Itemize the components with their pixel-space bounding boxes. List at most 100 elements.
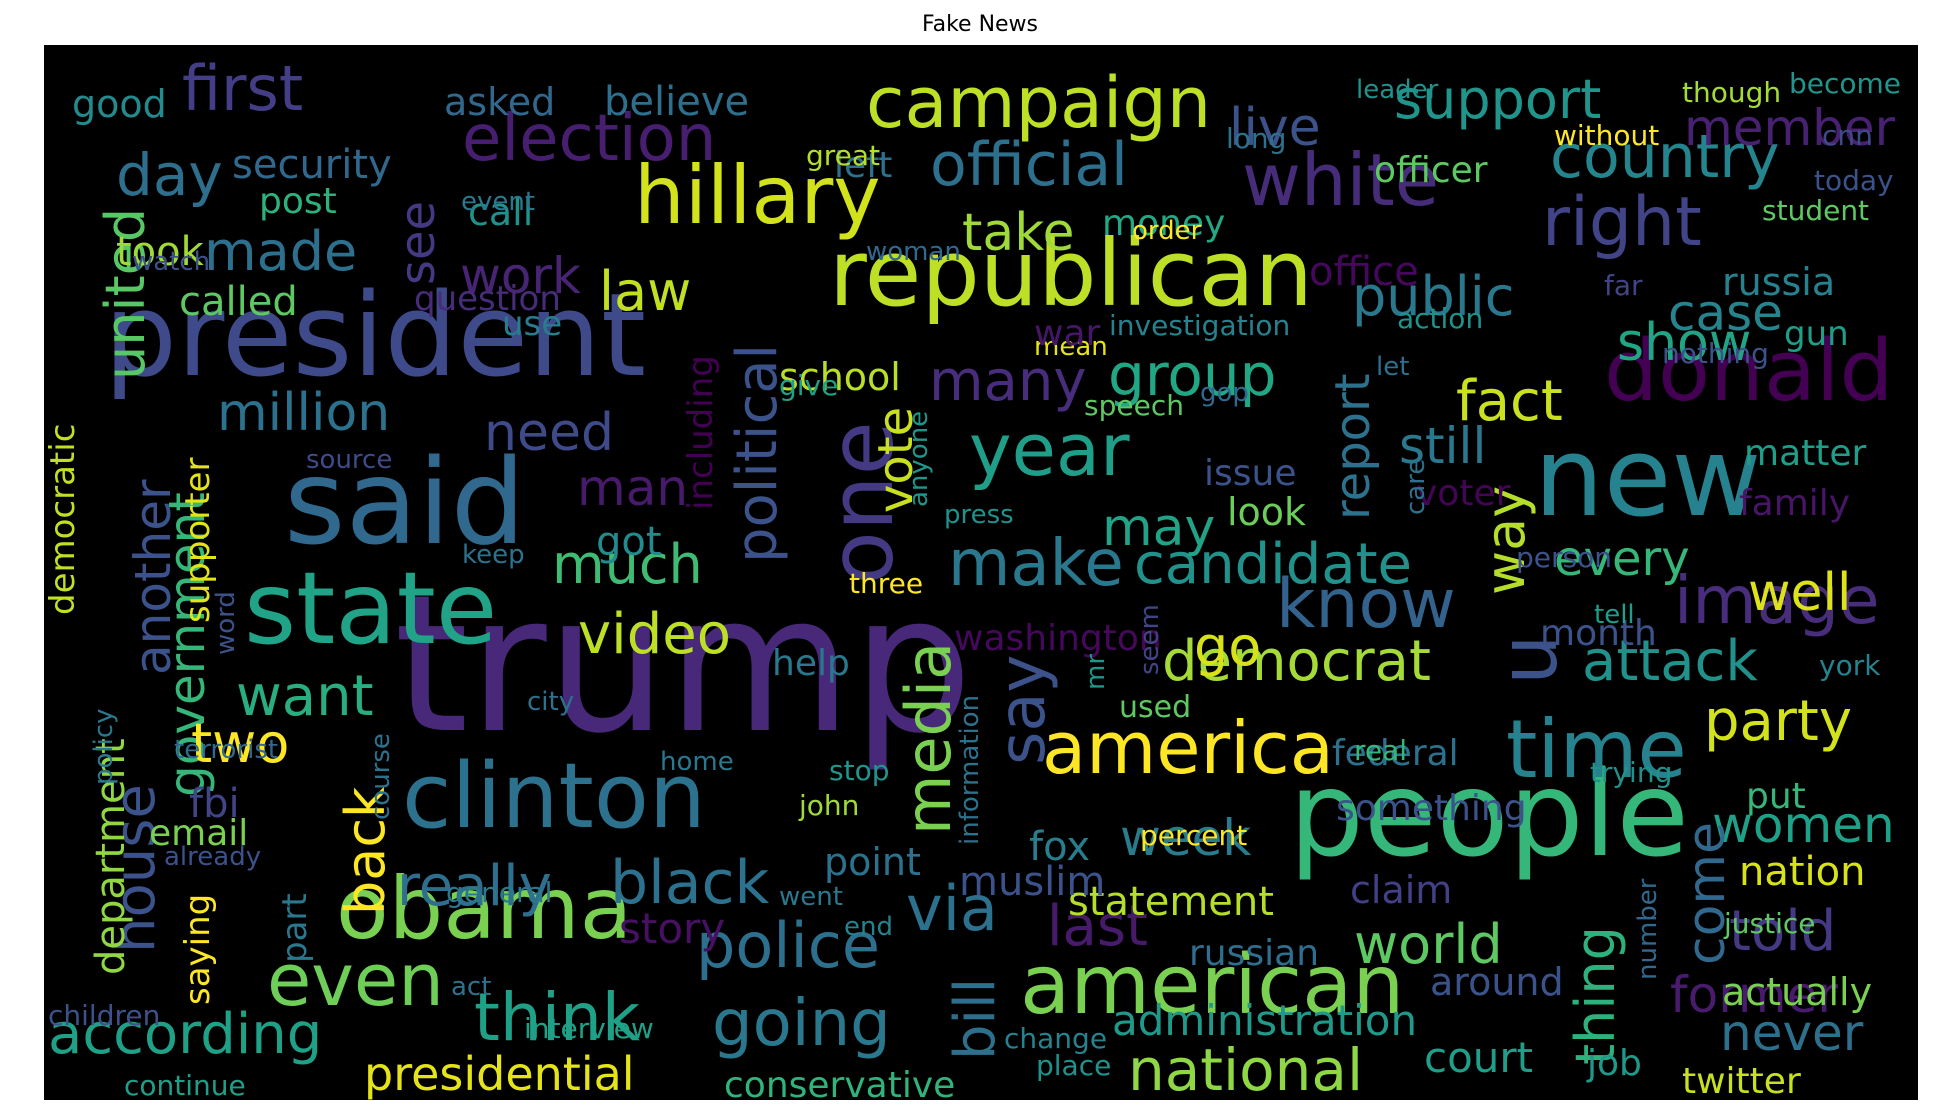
word-women: women	[1712, 796, 1895, 854]
word-first: first	[182, 52, 303, 125]
word-donald: donald	[1604, 322, 1894, 421]
word-many: many	[929, 349, 1087, 414]
word-say: say	[986, 655, 1060, 765]
word-government: government	[158, 492, 216, 797]
word-children: children	[48, 999, 160, 1032]
word-source: source	[306, 445, 392, 475]
word-well: well	[1748, 563, 1851, 623]
word-left: left	[834, 145, 892, 186]
word-former: former	[1670, 966, 1838, 1024]
word-state: state	[244, 550, 497, 667]
word-act: act	[451, 972, 491, 1002]
word-watch: watch	[132, 247, 210, 277]
word-woman: woman	[866, 237, 961, 267]
word-stop: stop	[829, 754, 889, 787]
word-change: change	[1004, 1022, 1107, 1055]
word-need: need	[484, 403, 614, 463]
word-twitter: twitter	[1682, 1061, 1801, 1100]
word-hillary: hillary	[634, 149, 881, 242]
word-voter: voter	[1416, 473, 1511, 514]
word-man: man	[577, 459, 688, 517]
word-party: party	[1704, 689, 1852, 754]
word-gop: gop	[1200, 378, 1249, 408]
word-video: video	[578, 602, 731, 667]
word-police: police	[696, 909, 880, 982]
word-long: long	[1226, 122, 1286, 155]
figure-title: Fake News	[921, 12, 1039, 37]
word-saying: saying	[178, 894, 218, 1005]
word-end: end	[844, 912, 893, 942]
word-official: official	[930, 130, 1128, 200]
word-real: real	[1354, 734, 1407, 767]
word-matter: matter	[1744, 433, 1867, 474]
word-john: john	[798, 789, 859, 822]
word-took: took	[116, 229, 205, 275]
word-terrorist: terrorist	[174, 735, 278, 765]
word-without: without	[1554, 119, 1659, 152]
word-part: part	[275, 893, 315, 963]
word-month: month	[1540, 613, 1657, 654]
word-another: another	[124, 479, 182, 675]
word-vote: vote	[868, 407, 924, 513]
word-said: said	[284, 433, 525, 571]
word-email: email	[149, 813, 248, 854]
word-speech: speech	[1084, 389, 1184, 422]
word-administration: administration	[1112, 996, 1417, 1045]
word-mr: mr	[1081, 654, 1111, 690]
word-million: million	[217, 383, 390, 443]
word-cnn: cnn	[1822, 119, 1873, 152]
word-course: course	[366, 733, 396, 820]
word-officer: officer	[1374, 150, 1488, 191]
word-good: good	[72, 82, 167, 126]
word-every: every	[1554, 531, 1690, 587]
word-already: already	[164, 842, 261, 872]
word-keep: keep	[462, 540, 525, 570]
word-time: time	[1506, 703, 1687, 796]
word-two: two	[191, 712, 289, 775]
word-used: used	[1119, 690, 1191, 725]
word-national: national	[1128, 1036, 1363, 1100]
word-last: last	[1047, 894, 1148, 959]
word-american: american	[1020, 938, 1404, 1033]
word-job: job	[1586, 1043, 1642, 1084]
word-including: including	[681, 355, 721, 510]
word-claim: claim	[1350, 868, 1452, 912]
word-russia: russia	[1722, 260, 1835, 304]
word-candidate: candidate	[1134, 532, 1412, 597]
word-word: word	[211, 591, 241, 655]
word-tell: tell	[1594, 600, 1635, 630]
word-told: told	[1729, 899, 1836, 964]
word-action: action	[1397, 302, 1483, 335]
word-though: though	[1682, 76, 1781, 109]
word-information: information	[955, 695, 985, 845]
word-law: law	[599, 260, 691, 323]
word-via: via	[906, 872, 998, 945]
word-muslim: muslim	[959, 859, 1105, 905]
word-student: student	[1762, 194, 1869, 227]
word-week: week	[1120, 809, 1251, 867]
word-never: never	[1720, 1004, 1864, 1062]
word-obama: obama	[336, 859, 632, 959]
word-year: year	[969, 408, 1130, 492]
word-number: number	[1633, 878, 1663, 980]
word-war: war	[1034, 313, 1101, 354]
word-think: think	[474, 979, 641, 1056]
word-trying: trying	[1590, 756, 1672, 789]
word-u: u	[1482, 634, 1575, 685]
word-post: post	[259, 181, 337, 222]
word-really: really	[397, 854, 552, 919]
word-united: united	[94, 208, 157, 380]
word-report: report	[1325, 373, 1381, 520]
word-fbi: fbi	[189, 781, 240, 827]
word-fox: fox	[1029, 824, 1090, 870]
word-america: america	[1042, 706, 1334, 790]
word-security: security	[232, 142, 392, 188]
word-image: image	[1674, 562, 1880, 639]
word-federal: federal	[1332, 733, 1459, 774]
word-republican: republican	[829, 220, 1313, 327]
word-today: today	[1814, 164, 1894, 197]
word-democratic: democratic	[44, 424, 83, 615]
word-general: general	[446, 876, 552, 909]
word-campaign: campaign	[866, 62, 1211, 144]
word-place: place	[1036, 1049, 1111, 1082]
